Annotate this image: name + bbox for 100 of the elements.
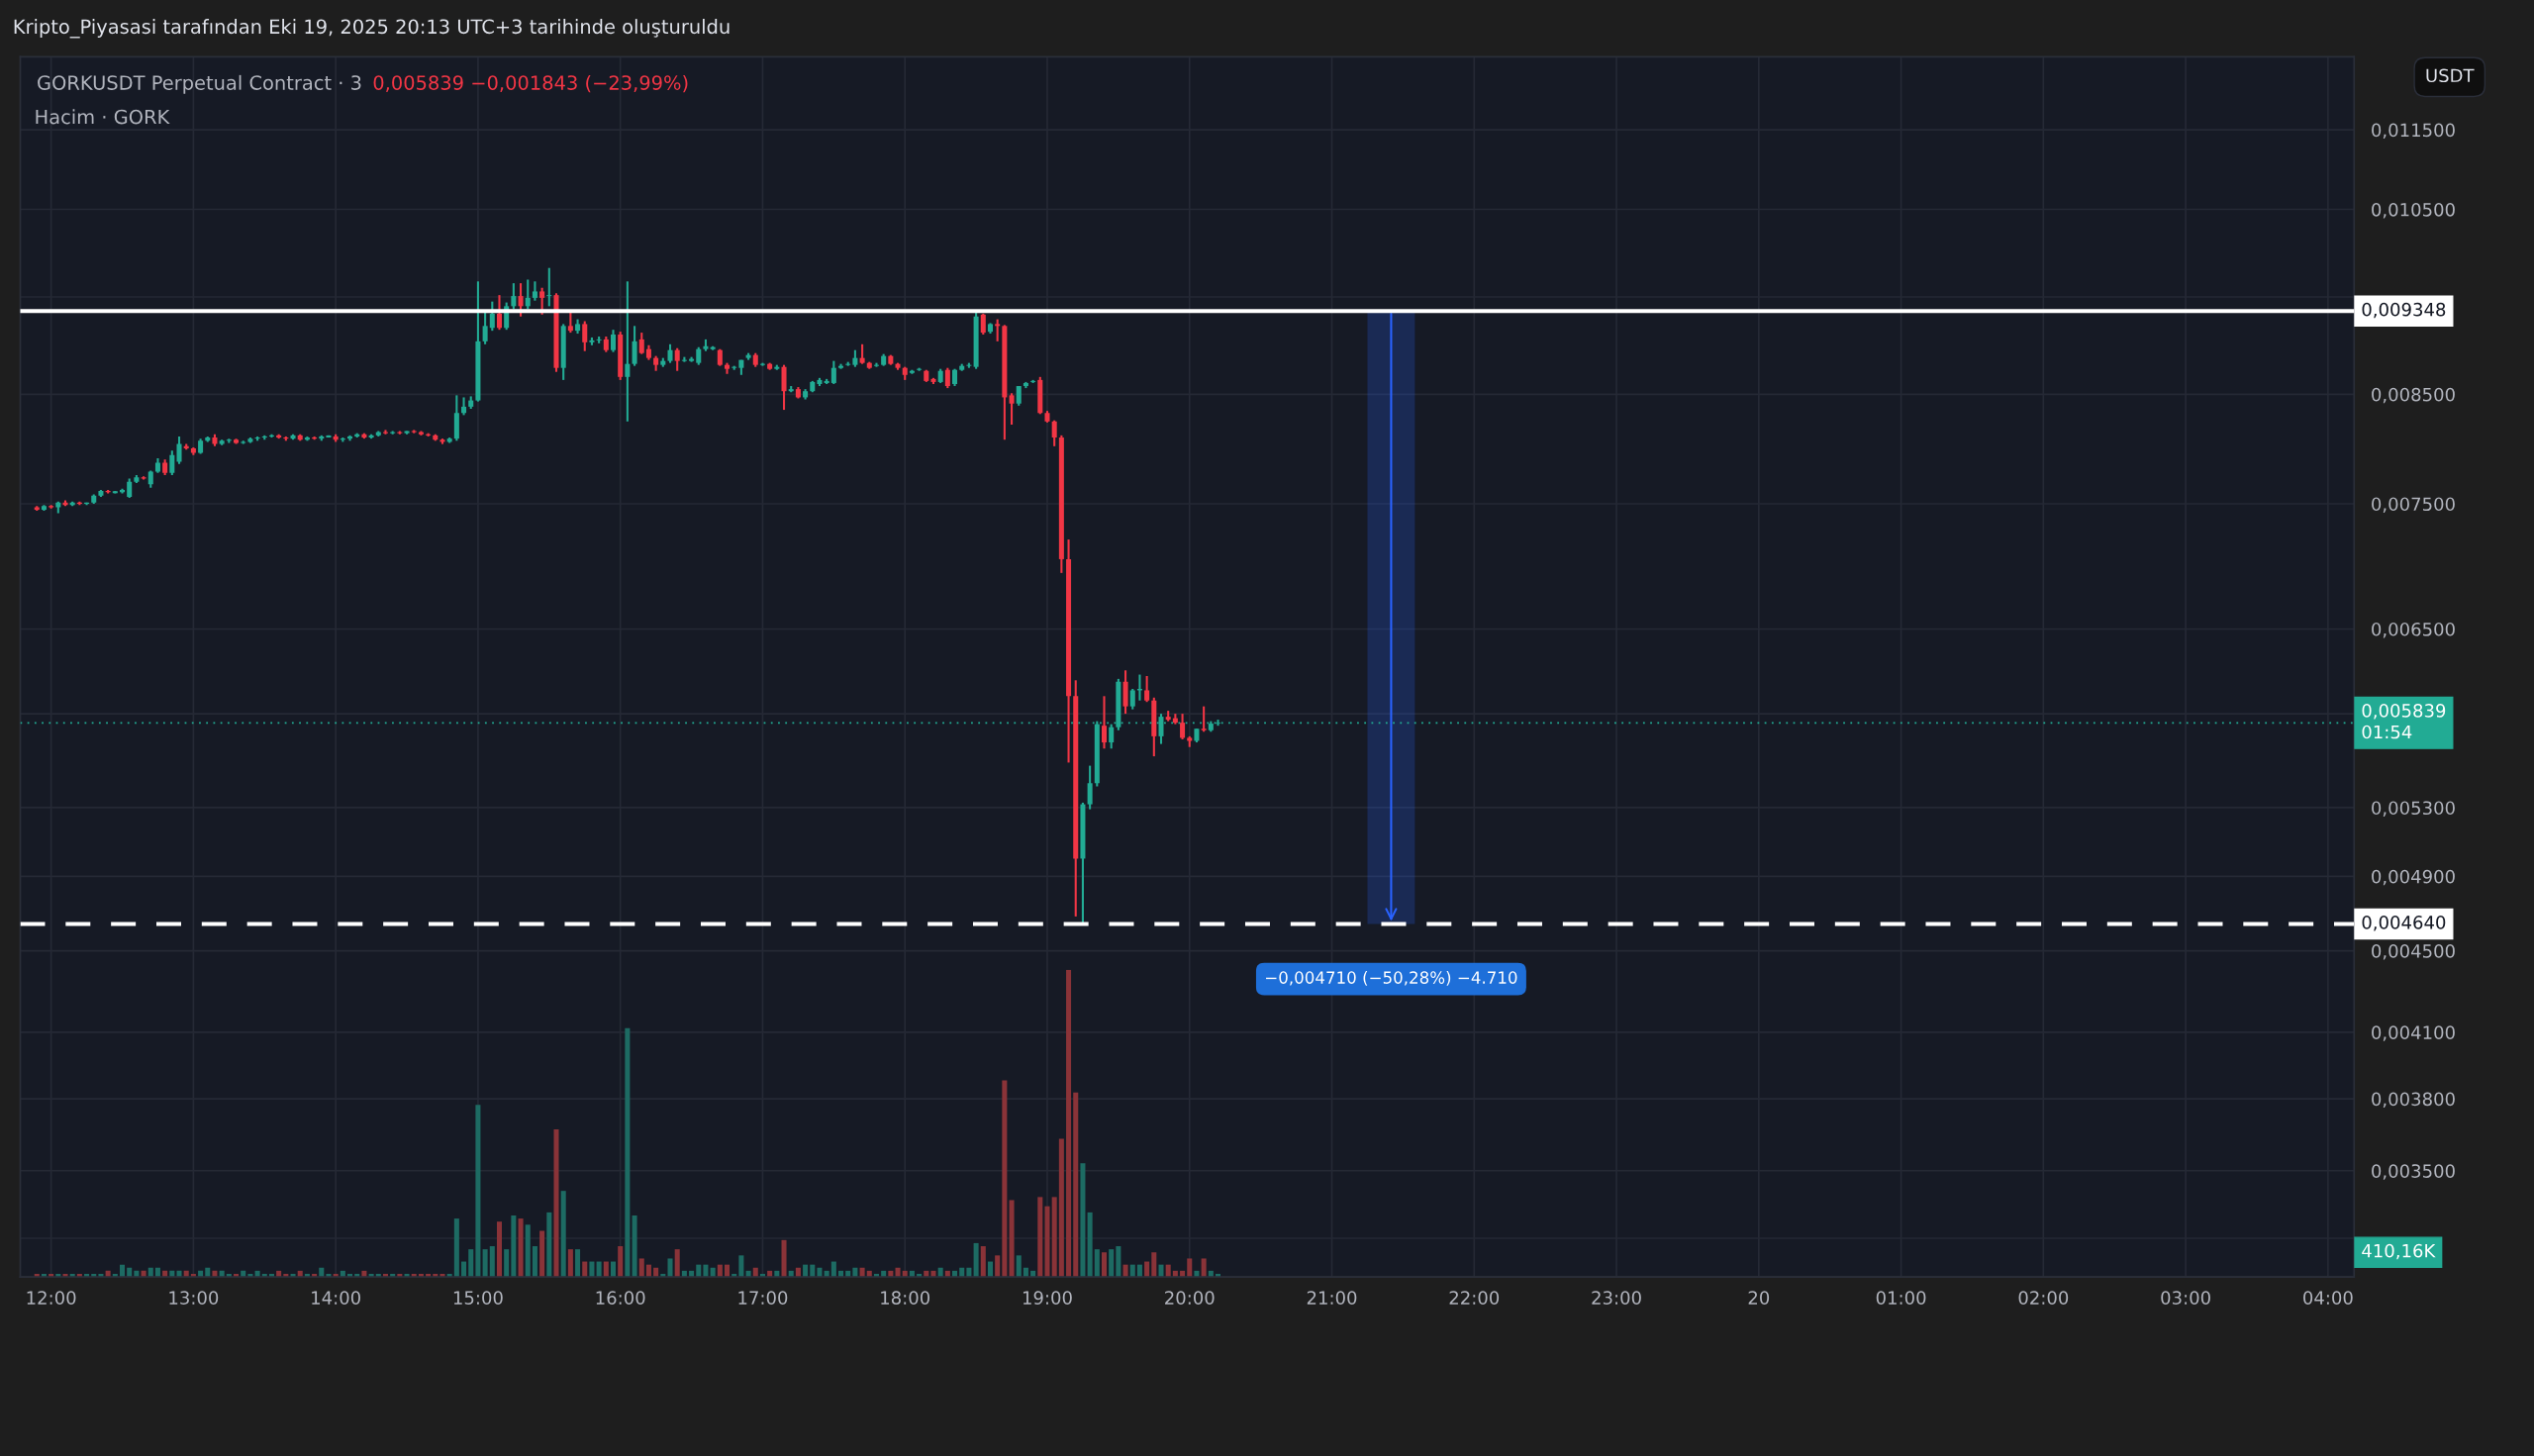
- bar: [1080, 1163, 1086, 1278]
- candlestick: [176, 435, 182, 465]
- bar: [980, 1246, 986, 1278]
- y-tick-label: 0,008500: [2372, 387, 2455, 404]
- x-tick-label: 15:00: [453, 1291, 503, 1305]
- y-tick-label: 0,003800: [2372, 1092, 2455, 1109]
- candlestick: [859, 342, 865, 365]
- candlestick: [1016, 385, 1022, 407]
- candlestick: [830, 359, 836, 386]
- bar: [504, 1249, 510, 1278]
- bar: [575, 1249, 581, 1278]
- bar: [525, 1224, 531, 1278]
- candlestick: [838, 362, 844, 370]
- x-tick-label: 18:00: [881, 1291, 930, 1305]
- annotation: 0,005839 −0,001843 (−23,99%): [373, 74, 688, 93]
- bar: [567, 1249, 573, 1278]
- bar: [1101, 1252, 1108, 1278]
- bar: [553, 1129, 559, 1278]
- bar: [830, 1261, 836, 1278]
- bar: [461, 1261, 467, 1278]
- bar: [1058, 1138, 1064, 1278]
- candlestick: [525, 278, 531, 311]
- bar: [453, 1218, 459, 1278]
- x-tick-label: 22:00: [1449, 1291, 1500, 1305]
- x-tick-label: 21:00: [1307, 1291, 1357, 1305]
- chart-title: Hacim · GORK: [36, 109, 170, 125]
- text: GORKUSDT Perpetual Contract · 3: [38, 74, 361, 94]
- candlestick: [759, 361, 765, 367]
- bar: [632, 1214, 637, 1278]
- candlestick: [632, 325, 637, 367]
- candlestick: [1009, 392, 1015, 427]
- candlestick: [489, 300, 495, 333]
- bar: [603, 1261, 609, 1278]
- bar: [1051, 1197, 1057, 1278]
- bar: [638, 1258, 644, 1278]
- candlestick: [674, 346, 680, 372]
- bar: [1158, 1264, 1164, 1278]
- bar: [496, 1221, 503, 1278]
- bar: [1087, 1212, 1093, 1278]
- x-tick-label: 04:00: [2303, 1291, 2353, 1305]
- x-tick-label: 20: [1748, 1291, 1770, 1305]
- ref-line-label: 0,009348: [2362, 302, 2446, 319]
- y-tick-label: 0,003500: [2372, 1164, 2455, 1180]
- bar: [1073, 1092, 1079, 1278]
- bar: [1109, 1249, 1115, 1278]
- bar: [1144, 1261, 1150, 1278]
- bar: [1009, 1200, 1015, 1278]
- candlestick: [610, 329, 617, 353]
- annotation: −0,004710 (−50,28%) −4.710: [1266, 971, 1517, 986]
- bar: [482, 1249, 488, 1278]
- bar: [1116, 1246, 1121, 1278]
- chart-title: Kripto_Piyasasi tarafından Eki 19, 2025 20:13 UTC+3 tarihinde oluşturuldu: [14, 19, 730, 39]
- y-tick-label: 0,011500: [2372, 123, 2455, 140]
- candlestick: [518, 282, 524, 318]
- bar: [539, 1230, 545, 1278]
- candlestick: [496, 294, 503, 332]
- bar: [589, 1261, 595, 1278]
- bar: [468, 1249, 474, 1278]
- candlestick: [169, 449, 175, 477]
- candlestick: [1087, 764, 1093, 811]
- x-tick-label: 13:00: [169, 1291, 219, 1305]
- bar: [1016, 1255, 1022, 1278]
- bar: [1187, 1258, 1193, 1278]
- candlestick: [944, 366, 950, 390]
- bar: [1151, 1252, 1157, 1278]
- x-tick-label: 19:00: [1023, 1291, 1072, 1305]
- x-tick-label: 02:00: [2018, 1291, 2069, 1305]
- bar: [738, 1255, 744, 1278]
- bar: [1002, 1080, 1008, 1278]
- x-tick-label: 17:00: [738, 1291, 788, 1305]
- bar: [511, 1214, 517, 1278]
- candlestick: [1201, 705, 1207, 733]
- bar: [781, 1239, 787, 1278]
- candlestick: [532, 280, 537, 302]
- bar: [560, 1191, 566, 1278]
- candlestick: [667, 342, 673, 364]
- bar: [1037, 1197, 1043, 1278]
- x-tick-label: 20:00: [1165, 1291, 1215, 1305]
- candlestick: [582, 320, 588, 352]
- bar: [610, 1261, 617, 1278]
- bar: [582, 1261, 588, 1278]
- x-tick-label: 23:00: [1592, 1291, 1641, 1305]
- y-tick-label: 0,007500: [2372, 497, 2455, 513]
- bar: [995, 1255, 1001, 1278]
- bar: [596, 1261, 602, 1278]
- bar: [625, 1027, 631, 1278]
- y-tick-label: 0,006500: [2372, 622, 2455, 638]
- candlestick: [1129, 687, 1135, 711]
- bar: [1066, 969, 1072, 1278]
- y-tick-label: 0,010500: [2372, 202, 2455, 219]
- ref-line-label: 0,005839 01:54: [2362, 704, 2446, 739]
- x-tick-label: 01:00: [1876, 1291, 1926, 1305]
- bar: [987, 1261, 993, 1278]
- ref-line-label: 0,004640: [2362, 916, 2446, 931]
- y-axis-title: USDT: [2426, 68, 2475, 83]
- y-tick-label: 0,004900: [2372, 869, 2455, 886]
- candlestick: [382, 429, 388, 436]
- candlestick: [1144, 674, 1150, 704]
- candlestick: [546, 266, 552, 308]
- y-tick-label: 0,004100: [2372, 1025, 2455, 1041]
